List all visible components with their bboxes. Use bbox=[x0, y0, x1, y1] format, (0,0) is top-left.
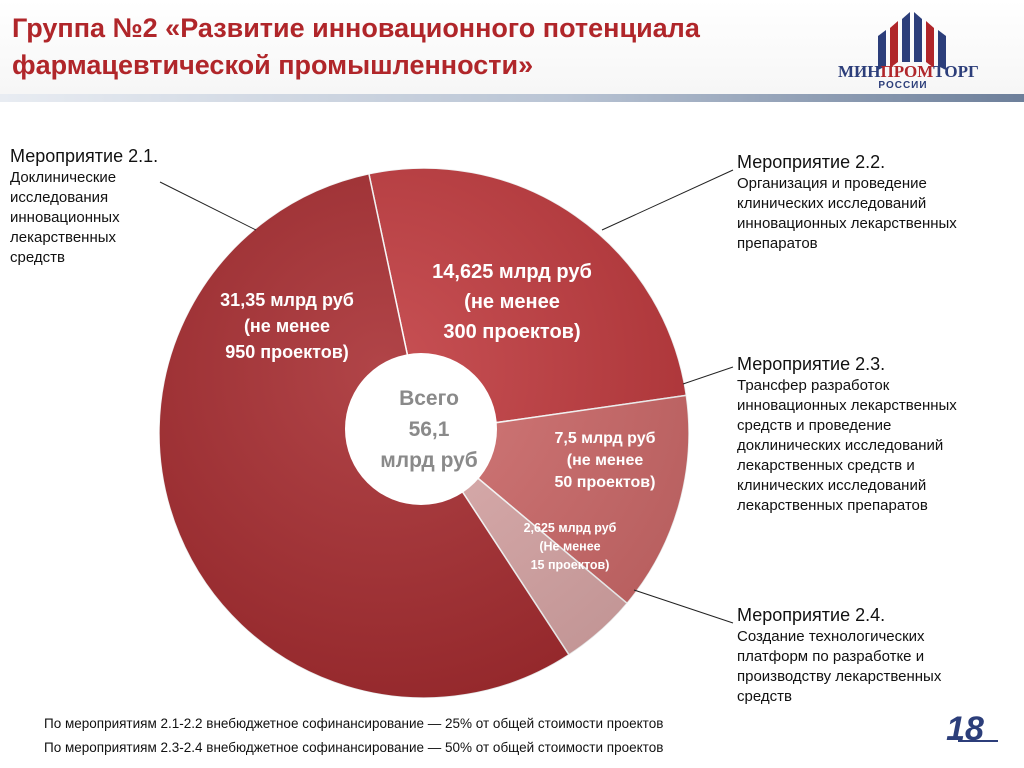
event-2-4-line: средств bbox=[737, 688, 792, 705]
event-2-3-line: Трансфер разработок bbox=[737, 377, 890, 394]
leader-line-2-3 bbox=[682, 366, 734, 385]
event-2-1-line: лекарственных bbox=[10, 229, 117, 246]
total-label: Всего 56,1 млрд руб bbox=[380, 387, 478, 472]
event-2-3-line: доклинических исследований bbox=[737, 437, 944, 454]
event-2-3-line: средств и проведение bbox=[737, 417, 892, 434]
title-line-1: Группа №2 «Развитие инновационного потен… bbox=[12, 13, 700, 43]
event-2-2-title: Мероприятие 2.2. bbox=[737, 152, 886, 172]
event-2-1-line: инновационных bbox=[10, 209, 120, 226]
title-line-2: фармацевтической промышленности» bbox=[12, 50, 534, 80]
header-divider bbox=[0, 94, 1024, 102]
footer-note-1: По мероприятиям 2.1-2.2 внебюджетное соф… bbox=[44, 716, 664, 731]
event-2-2-line: Организация и проведение bbox=[737, 175, 927, 192]
logo-text: МИНПРОМТОРГ bbox=[838, 62, 979, 81]
slice-label-2-4: 2,625 млрд руб (Не менее 15 проектов) bbox=[524, 521, 617, 572]
event-2-3-line: лекарственных средств и bbox=[737, 457, 915, 474]
leader-line-2-2 bbox=[601, 169, 734, 231]
event-2-1-line: исследования bbox=[10, 189, 109, 206]
event-2-3-line: клинических исследований bbox=[737, 477, 927, 494]
event-2-3-title: Мероприятие 2.3. bbox=[737, 354, 886, 374]
leader-line-2-1 bbox=[159, 181, 257, 231]
page-number: 18 bbox=[946, 710, 984, 748]
event-2-4-title: Мероприятие 2.4. bbox=[737, 605, 886, 625]
center-hole bbox=[345, 353, 497, 505]
event-2-4-line: производству лекарственных bbox=[737, 668, 942, 685]
slice-label-2-1: 31,35 млрд руб (не менее 950 проектов) bbox=[220, 290, 354, 362]
event-2-3-line: лекарственных препаратов bbox=[737, 497, 928, 514]
event-2-1-title: Мероприятие 2.1. bbox=[10, 146, 159, 166]
slice-label-2-2: 14,625 млрд руб (не менее 300 проектов) bbox=[432, 261, 592, 343]
event-2-2-line: клинических исследований bbox=[737, 195, 927, 212]
footer-note-2: По мероприятиям 2.3-2.4 внебюджетное соф… bbox=[44, 740, 664, 755]
event-2-3-line: инновационных лекарственных bbox=[737, 397, 957, 414]
event-2-2: Мероприятие 2.2. Организация и проведени… bbox=[737, 150, 957, 254]
logo-subtitle: РОССИИ bbox=[878, 80, 928, 91]
page-number-underline bbox=[958, 740, 998, 742]
event-2-4-line: платформ по разработке и bbox=[737, 648, 925, 665]
page-title: Группа №2 «Развитие инновационного потен… bbox=[12, 10, 772, 84]
event-2-4: Мероприятие 2.4. Создание технологически… bbox=[737, 603, 941, 707]
event-2-2-line: препаратов bbox=[737, 235, 818, 252]
leader-line-2-4 bbox=[633, 589, 734, 624]
event-2-1: Мероприятие 2.1. Доклинические исследован… bbox=[10, 144, 158, 268]
slice-label-2-3: 7,5 млрд руб (не менее 50 проектов) bbox=[554, 430, 655, 491]
event-2-3: Мероприятие 2.3. Трансфер разработок инно… bbox=[737, 352, 957, 516]
event-2-1-line: средств bbox=[10, 249, 65, 266]
header: Группа №2 «Развитие инновационного потен… bbox=[0, 0, 1024, 94]
event-2-2-line: инновационных лекарственных bbox=[737, 215, 957, 232]
minpromtorg-logo bbox=[878, 12, 946, 70]
event-2-1-line: Доклинические bbox=[10, 169, 117, 186]
event-2-4-line: Создание технологических bbox=[737, 628, 925, 645]
